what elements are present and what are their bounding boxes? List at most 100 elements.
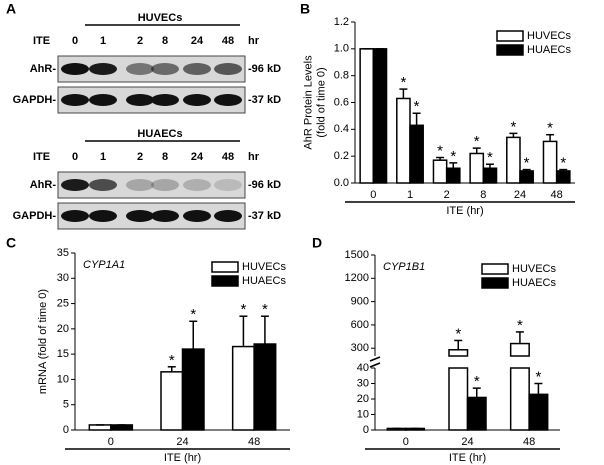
significance-mark: * — [524, 155, 530, 172]
legend-label: HUAECs — [242, 275, 287, 287]
significance-mark: * — [517, 317, 523, 334]
y-tick-label: 600 — [351, 319, 369, 331]
panel-letter: A — [6, 1, 16, 17]
y-tick-label: 1200 — [345, 272, 369, 284]
bar — [506, 136, 521, 184]
bar — [409, 124, 424, 184]
unit-label: hr — [248, 151, 260, 163]
bar — [509, 367, 530, 431]
axis-break — [369, 362, 381, 368]
bar — [432, 159, 448, 184]
band-label: GAPDH- — [13, 210, 57, 222]
bar — [359, 48, 375, 184]
bar — [519, 170, 534, 184]
band-label: AhR- — [30, 179, 57, 191]
bar — [372, 48, 388, 184]
band-size: -96 kD — [248, 63, 281, 75]
legend-swatch — [211, 275, 239, 287]
blot-band — [126, 94, 154, 106]
x-tick-label: 24 — [176, 436, 188, 448]
y-tick-label: 5 — [63, 399, 69, 411]
y-axis-label: mRNA (fold of time 0) — [37, 289, 49, 394]
significance-mark: * — [400, 74, 406, 91]
x-tick-label: 2 — [444, 189, 450, 201]
blot-band — [183, 63, 211, 75]
y-tick-label: 300 — [351, 342, 369, 354]
blot-band — [126, 210, 154, 222]
blot-band — [214, 94, 242, 106]
blot-band — [89, 179, 117, 191]
x-tick-label: 1 — [407, 189, 413, 201]
x-axis-label: ITE (hr) — [446, 205, 483, 217]
legend-swatch — [211, 261, 239, 273]
significance-mark: * — [262, 301, 268, 318]
y-tick-label: 15 — [57, 348, 69, 360]
bar — [482, 167, 498, 184]
panel-letter: C — [6, 235, 16, 251]
y-tick-label: 0.4 — [334, 123, 349, 135]
y-tick-label: 25 — [57, 297, 69, 309]
lane-label: 24 — [191, 151, 204, 163]
band-size: -96 kD — [248, 179, 281, 191]
blot-band — [214, 63, 242, 75]
blot-band — [183, 179, 211, 191]
significance-mark: * — [487, 149, 493, 166]
x-axis-label: ITE (hr) — [164, 452, 201, 464]
bar — [160, 371, 184, 431]
annotation: CYP1B1 — [383, 261, 425, 273]
annotation: CYP1A1 — [83, 259, 125, 271]
lane-label: 8 — [162, 35, 168, 47]
bar — [555, 170, 571, 184]
significance-mark: * — [474, 373, 480, 390]
lane-label: 48 — [222, 151, 234, 163]
significance-mark: * — [510, 118, 516, 135]
y-axis-label: (fold of time 0) — [315, 67, 327, 137]
significance-mark: * — [190, 306, 196, 323]
blot-band — [151, 179, 179, 191]
lane-label: 1 — [100, 35, 106, 47]
x-tick-label: 8 — [480, 189, 486, 201]
y-tick-label: 30 — [357, 377, 369, 389]
x-tick-label: 48 — [523, 436, 535, 448]
blot-band — [61, 210, 89, 222]
row-label: ITE — [33, 151, 50, 163]
panel-letter: B — [300, 1, 310, 17]
x-tick-label: 48 — [248, 436, 260, 448]
x-tick-label: 48 — [551, 189, 563, 201]
bar — [231, 345, 255, 431]
y-tick-label: 0 — [63, 424, 69, 436]
blot-band — [214, 210, 242, 222]
lane-label: 2 — [137, 35, 143, 47]
bar — [181, 348, 205, 431]
y-tick-label: 0.8 — [334, 70, 349, 82]
legend-swatch — [481, 277, 509, 289]
significance-mark: * — [414, 98, 420, 115]
bar — [253, 343, 277, 431]
legend-swatch — [496, 30, 524, 42]
blot-band — [89, 94, 117, 106]
y-tick-label: 1500 — [345, 249, 369, 261]
y-tick-label: 10 — [57, 373, 69, 385]
bar — [448, 349, 469, 357]
legend-label: HUVECs — [527, 30, 572, 42]
significance-mark: * — [455, 325, 461, 342]
significance-mark: * — [437, 142, 443, 159]
band-label: GAPDH- — [13, 94, 57, 106]
y-tick-label: 20 — [57, 323, 69, 335]
lane-label: 48 — [222, 35, 234, 47]
y-tick-label: 900 — [351, 296, 369, 308]
blot-band — [61, 94, 89, 106]
axis-break — [369, 356, 381, 362]
lane-label: 2 — [137, 151, 143, 163]
x-axis-label: ITE (hr) — [449, 452, 486, 464]
bar — [396, 97, 411, 184]
y-tick-label: 1.0 — [334, 43, 349, 55]
lane-label: 0 — [72, 35, 78, 47]
blot-band — [214, 179, 242, 191]
legend-label: HUVECs — [242, 261, 287, 273]
legend-label: HUAECs — [512, 277, 557, 289]
blot-band — [89, 63, 117, 75]
lane-label: 8 — [162, 151, 168, 163]
lane-label: 24 — [191, 35, 204, 47]
legend-label: HUVECs — [512, 263, 557, 275]
